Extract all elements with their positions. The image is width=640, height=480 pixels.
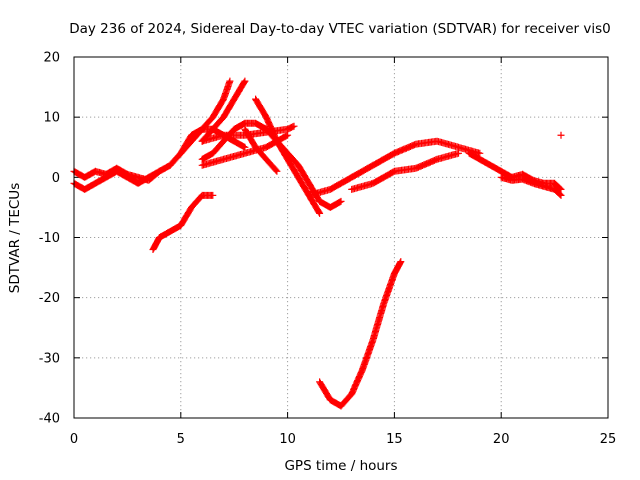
y-tick-label: -40 (39, 412, 60, 427)
y-tick-label: -20 (39, 291, 60, 306)
chart-title: Day 236 of 2024, Sidereal Day-to-day VTE… (69, 21, 611, 37)
data-series-arc-rise-a (166, 77, 234, 169)
data-marks (70, 77, 565, 410)
data-series-isolated-point (557, 131, 565, 139)
data-series-arc-recovery-low (348, 149, 462, 193)
x-tick-label: 15 (386, 432, 403, 447)
x-tick-label: 20 (493, 432, 510, 447)
data-series-arc-recovery (305, 137, 484, 199)
x-tick-label: 5 (177, 432, 185, 447)
plot-frame (73, 56, 609, 419)
x-axis-label: GPS time / hours (284, 458, 397, 474)
x-tick-label: 10 (279, 432, 296, 447)
data-series-arc-mid-upper (198, 119, 270, 163)
data-series-arc-dip (316, 258, 405, 410)
data-series-arc-fall-a (241, 125, 281, 175)
y-tick-label: 0 (52, 171, 60, 186)
grid-lines (74, 57, 608, 418)
x-tick-label: 25 (600, 432, 617, 447)
data-series-arc-late-low (497, 173, 565, 199)
axis-ticks: 0 5 10 15 20 25 -40 -30 -20 -10 0 10 20 (39, 51, 617, 448)
y-tick-label: -10 (39, 231, 60, 246)
y-axis-label: SDTVAR / TECUs (7, 183, 23, 293)
y-tick-label: 10 (43, 111, 60, 126)
x-tick-label: 0 (70, 432, 78, 447)
data-series-arc-negative (149, 191, 217, 253)
y-tick-label: -30 (39, 351, 60, 366)
y-tick-label: 20 (43, 51, 60, 66)
